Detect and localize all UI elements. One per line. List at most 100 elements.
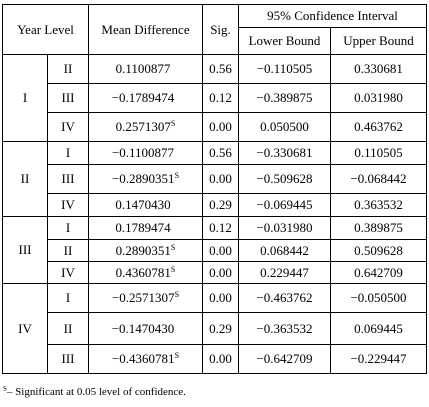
table-row: II 0.2890351S 0.00 0.068442 0.509628 — [3, 239, 427, 262]
sig-cell: 0.00 — [202, 164, 239, 194]
sig-cell: 0.12 — [202, 83, 239, 113]
mean-difference-cell: 0.4360781S — [88, 261, 203, 284]
header-year-level: Year Level — [2, 4, 89, 55]
sig-cell: 0.00 — [202, 261, 239, 284]
upper-bound-cell: 0.363532 — [330, 193, 427, 217]
upper-bound-cell: 0.463762 — [330, 112, 427, 142]
lower-bound-cell: −0.509628 — [238, 164, 331, 194]
compare-level-cell: III — [47, 83, 89, 113]
compare-level-cell: II — [47, 54, 89, 84]
year-level-cell: II — [2, 141, 48, 217]
mean-difference-cell: −0.1470430 — [88, 312, 203, 345]
table-row: III −0.1789474 0.12 −0.389875 0.031980 — [3, 83, 427, 113]
upper-bound-cell: 0.031980 — [330, 83, 427, 113]
lower-bound-cell: −0.463762 — [238, 283, 331, 313]
mean-difference-cell: −0.1789474 — [88, 83, 203, 113]
mean-difference-value: −0.1470430 — [111, 320, 175, 336]
lower-bound-cell: −0.110505 — [238, 54, 331, 84]
compare-level-cell: IV — [47, 261, 89, 284]
mean-difference-cell: 0.2571307S — [88, 112, 203, 142]
upper-bound-cell: 0.642709 — [330, 261, 427, 284]
lower-bound-cell: 0.068442 — [238, 239, 331, 262]
compare-level-cell: III — [47, 344, 89, 374]
compare-level-cell: IV — [47, 193, 89, 217]
mean-difference-value: −0.2571307 — [111, 290, 175, 305]
significance-mark: S — [174, 351, 180, 360]
upper-bound-cell: −0.068442 — [330, 164, 427, 194]
comparison-table: Year Level Mean Difference Sig. 95% Conf… — [2, 4, 427, 374]
mean-difference-cell: −0.1100877 — [88, 141, 203, 165]
compare-level-cell: I — [47, 216, 89, 240]
upper-bound-cell: 0.069445 — [330, 312, 427, 345]
sig-cell: 0.56 — [202, 54, 239, 84]
lower-bound-cell: 0.229447 — [238, 261, 331, 284]
compare-level-cell: III — [47, 164, 89, 194]
compare-level-cell: I — [47, 141, 89, 165]
significance-mark: S — [174, 171, 180, 180]
mean-difference-cell: −0.2890351S — [88, 164, 203, 194]
header-upper-bound: Upper Bound — [330, 27, 427, 55]
sig-cell: 0.56 — [202, 141, 239, 165]
mean-difference-value: 0.1100877 — [115, 61, 171, 76]
upper-bound-cell: 0.509628 — [330, 239, 427, 262]
table-row: IV I −0.2571307S 0.00 −0.463762 −0.050500 — [2, 283, 427, 374]
mean-difference-value: 0.1789474 — [115, 220, 171, 235]
upper-bound-cell: −0.050500 — [330, 283, 427, 313]
table-row: I II 0.1100877 0.56 −0.110505 0.330681 — [2, 54, 427, 142]
lower-bound-cell: −0.642709 — [238, 344, 331, 374]
significance-mark: S — [170, 264, 176, 274]
table-row: III −0.4360781S 0.00 −0.642709 −0.229447 — [3, 344, 427, 374]
compare-level-cell: I — [47, 283, 89, 313]
mean-difference-value: −0.2890351 — [111, 171, 175, 186]
mean-difference-cell: 0.1789474 — [88, 216, 203, 240]
sig-cell: 0.12 — [202, 216, 239, 240]
mean-difference-cell: 0.2890351S — [88, 239, 203, 262]
mean-difference-value: −0.4360781 — [111, 351, 175, 366]
table-row: II I −0.1100877 0.56 −0.330681 0.110505 — [2, 141, 427, 217]
lower-bound-cell: −0.069445 — [238, 193, 331, 217]
lower-bound-cell: −0.389875 — [238, 83, 331, 113]
sig-cell: 0.29 — [202, 193, 239, 217]
significance-mark: S — [174, 290, 180, 299]
header-sig: Sig. — [202, 4, 239, 55]
sig-cell: 0.29 — [202, 312, 239, 345]
mean-difference-value: 0.2890351 — [115, 242, 171, 258]
mean-difference-cell: −0.2571307S — [88, 283, 203, 313]
header-confidence-interval: 95% Confidence Interval — [238, 4, 427, 28]
lower-bound-cell: −0.031980 — [238, 216, 331, 240]
table-row: III I 0.1789474 0.12 −0.031980 0.389875 — [2, 216, 427, 284]
year-level-cell: III — [2, 216, 48, 284]
mean-difference-value: −0.1789474 — [111, 90, 175, 105]
footnote: S– Significant at 0.05 level of confiden… — [3, 385, 186, 399]
sig-cell: 0.00 — [202, 344, 239, 374]
table-row: III −0.2890351S 0.00 −0.509628 −0.068442 — [3, 164, 427, 194]
mean-difference-value: 0.1470430 — [115, 197, 171, 212]
header-lower-bound: Lower Bound — [238, 27, 331, 55]
year-level-cell: IV — [2, 283, 48, 374]
year-level-cell: I — [2, 54, 48, 142]
sig-cell: 0.00 — [202, 283, 239, 313]
footnote-text: – Significant at 0.05 level of confidenc… — [6, 386, 186, 398]
lower-bound-cell: 0.050500 — [238, 112, 331, 142]
header-mean-difference: Mean Difference — [88, 4, 203, 55]
compare-level-cell: II — [47, 239, 89, 262]
sig-cell: 0.00 — [202, 239, 239, 262]
sig-cell: 0.00 — [202, 112, 239, 142]
mean-difference-value: −0.1100877 — [111, 145, 175, 160]
mean-difference-cell: 0.1100877 — [88, 54, 203, 84]
footnote-mark: S — [3, 385, 7, 393]
table-row: IV 0.2571307S 0.00 0.050500 0.463762 — [3, 112, 427, 142]
mean-difference-cell: −0.4360781S — [88, 344, 203, 374]
upper-bound-cell: 0.389875 — [330, 216, 427, 240]
table-row: IV 0.1470430 0.29 −0.069445 0.363532 — [3, 193, 427, 217]
mean-difference-value: 0.2571307 — [115, 119, 171, 134]
table-row: II −0.1470430 0.29 −0.363532 0.069445 — [3, 312, 427, 345]
mean-difference-value: 0.4360781 — [115, 264, 171, 280]
significance-mark: S — [170, 119, 176, 128]
lower-bound-cell: −0.363532 — [238, 312, 331, 345]
compare-level-cell: IV — [47, 112, 89, 142]
mean-difference-cell: 0.1470430 — [88, 193, 203, 217]
lower-bound-cell: −0.330681 — [238, 141, 331, 165]
upper-bound-cell: −0.229447 — [330, 344, 427, 374]
upper-bound-cell: 0.110505 — [330, 141, 427, 165]
